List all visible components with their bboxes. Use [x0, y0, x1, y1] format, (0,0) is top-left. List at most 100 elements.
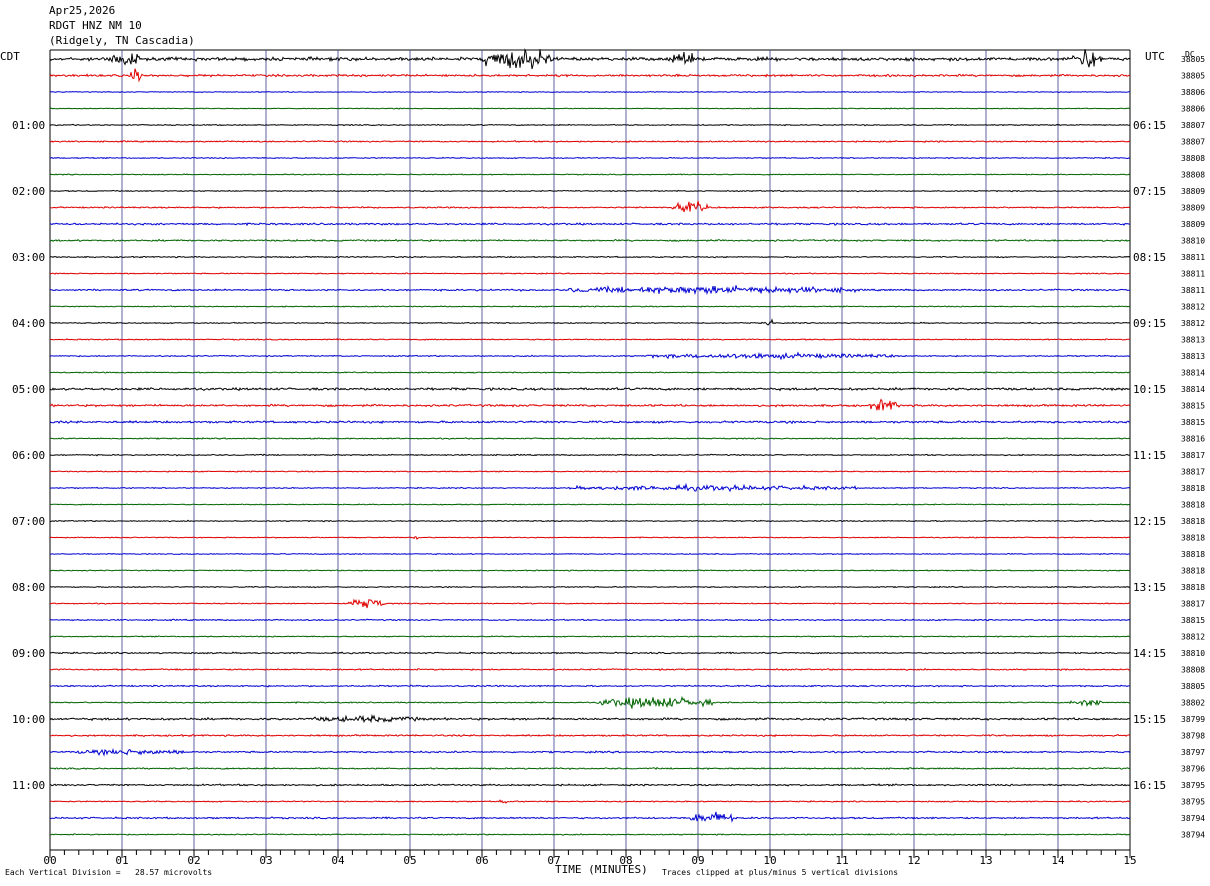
seismic-trace-row-30 [49, 552, 1130, 556]
right-hour-label: 10:15 [1133, 383, 1166, 396]
seismic-trace-row-14 [49, 285, 1130, 296]
seismic-trace-row-38 [49, 684, 1130, 688]
dc-offset-label: 38810 [1181, 237, 1205, 246]
seismic-trace-row-16 [49, 318, 1131, 326]
left-hour-label: 01:00 [12, 119, 45, 132]
dc-offset-label: 38802 [1181, 699, 1205, 708]
seismic-trace-row-19 [49, 371, 1130, 374]
x-tick-label: 12 [907, 854, 920, 867]
dc-offset-label: 38818 [1181, 567, 1205, 576]
dc-offset-label: 38807 [1181, 138, 1205, 147]
seismic-trace-row-27 [49, 503, 1131, 506]
left-hour-label: 07:00 [12, 515, 45, 528]
seismic-trace-row-10 [49, 222, 1131, 227]
seismic-trace-row-5 [49, 139, 1131, 144]
dc-offset-label: 38808 [1181, 171, 1205, 180]
dc-offset-label: 38817 [1181, 600, 1205, 609]
seismic-trace-row-37 [49, 667, 1131, 672]
left-timezone-label: CDT [0, 50, 20, 63]
dc-offset-label: 38797 [1181, 748, 1205, 757]
dc-offset-label: 38795 [1181, 798, 1205, 807]
x-tick-label: 05 [403, 854, 416, 867]
dc-offset-label: 38808 [1181, 154, 1205, 163]
x-tick-label: 14 [1051, 854, 1065, 867]
seismic-trace-row-32 [49, 585, 1131, 589]
seismic-trace-row-39 [49, 695, 1131, 709]
dc-offset-label: 38809 [1181, 187, 1205, 196]
dc-offset-label: 38812 [1181, 303, 1205, 312]
seismic-trace-row-25 [50, 470, 1130, 473]
dc-offset-label: 38818 [1181, 501, 1205, 510]
seismic-trace-row-41 [49, 733, 1131, 738]
dc-offset-label: 38808 [1181, 666, 1205, 675]
x-tick-label: 02 [187, 854, 200, 867]
dc-offset-label: 38805 [1181, 55, 1205, 64]
left-hour-label: 02:00 [12, 185, 45, 198]
x-tick-label: 01 [115, 854, 128, 867]
clip-note: Traces clipped at plus/minus 5 vertical … [662, 868, 899, 877]
seismic-trace-row-18 [49, 351, 1131, 361]
x-axis-title: TIME (MINUTES) [555, 863, 648, 876]
seismic-trace-row-6 [49, 156, 1131, 160]
seismic-trace-row-23 [49, 437, 1131, 440]
dc-offset-label: 38817 [1181, 451, 1205, 460]
dc-offset-label: 38796 [1181, 765, 1205, 774]
dc-offset-label: 38794 [1181, 831, 1205, 840]
dc-offset-label: 38817 [1181, 468, 1205, 477]
left-hour-label: 08:00 [12, 581, 45, 594]
right-timezone-label: UTC [1145, 50, 1165, 63]
seismic-trace-row-13 [49, 272, 1130, 275]
seismic-trace-row-2 [49, 90, 1131, 94]
left-hour-label: 06:00 [12, 449, 45, 462]
dc-offset-label: 38818 [1181, 517, 1205, 526]
seismic-trace-row-9 [49, 200, 1131, 213]
dc-offset-label: 38811 [1181, 253, 1205, 262]
seismic-trace-row-44 [49, 783, 1131, 787]
dc-offset-label: 38815 [1181, 402, 1205, 411]
seismic-trace-row-35 [49, 635, 1131, 638]
right-hour-label: 14:15 [1133, 647, 1166, 660]
dc-offset-label: 38818 [1181, 534, 1205, 543]
seismic-trace-row-43 [49, 767, 1131, 771]
dc-offset-label: 38813 [1181, 336, 1205, 345]
seismic-trace-row-20 [49, 386, 1131, 392]
dc-offset-label: 38815 [1181, 418, 1205, 427]
seismic-trace-row-34 [49, 618, 1131, 622]
left-hour-label: 03:00 [12, 251, 45, 264]
seismic-trace-row-46 [49, 811, 1131, 823]
dc-offset-label: 38818 [1181, 484, 1205, 493]
left-hour-label: 05:00 [12, 383, 45, 396]
seismic-trace-row-7 [49, 173, 1131, 176]
dc-offset-label: 38813 [1181, 352, 1205, 361]
seismic-trace-row-28 [49, 519, 1130, 523]
dc-offset-label: 38806 [1181, 105, 1205, 114]
dc-offset-label: 38806 [1181, 88, 1205, 97]
seismic-trace-row-4 [49, 123, 1131, 127]
right-hour-label: 15:15 [1133, 713, 1166, 726]
seismic-trace-row-45 [49, 799, 1131, 804]
x-tick-label: 09 [691, 854, 704, 867]
dc-offset-label: 38810 [1181, 649, 1205, 658]
dc-offset-label: 38805 [1181, 72, 1205, 81]
seismic-trace-row-22 [49, 419, 1131, 425]
seismic-trace-row-3 [49, 107, 1131, 110]
left-hour-label: 09:00 [12, 647, 45, 660]
seismic-trace-row-47 [50, 833, 1131, 836]
seismic-trace-row-29 [49, 536, 1131, 540]
x-tick-label: 11 [835, 854, 848, 867]
seismic-trace-row-24 [49, 453, 1131, 457]
right-hour-label: 13:15 [1133, 581, 1166, 594]
seismic-trace-row-17 [49, 338, 1131, 341]
right-hour-label: 07:15 [1133, 185, 1166, 198]
dc-offset-label: 38816 [1181, 435, 1205, 444]
scale-note: Each Vertical Division = 28.57 microvolt… [5, 868, 213, 877]
seismic-trace-row-11 [49, 238, 1131, 243]
dc-offset-label: 38794 [1181, 814, 1205, 823]
x-tick-label: 00 [43, 854, 56, 867]
dc-offset-label: 38799 [1181, 715, 1205, 724]
seismic-trace-row-21 [49, 398, 1131, 411]
seismic-trace-row-42 [50, 748, 1131, 757]
seismic-trace-row-26 [49, 482, 1131, 493]
x-tick-label: 07 [547, 854, 560, 867]
